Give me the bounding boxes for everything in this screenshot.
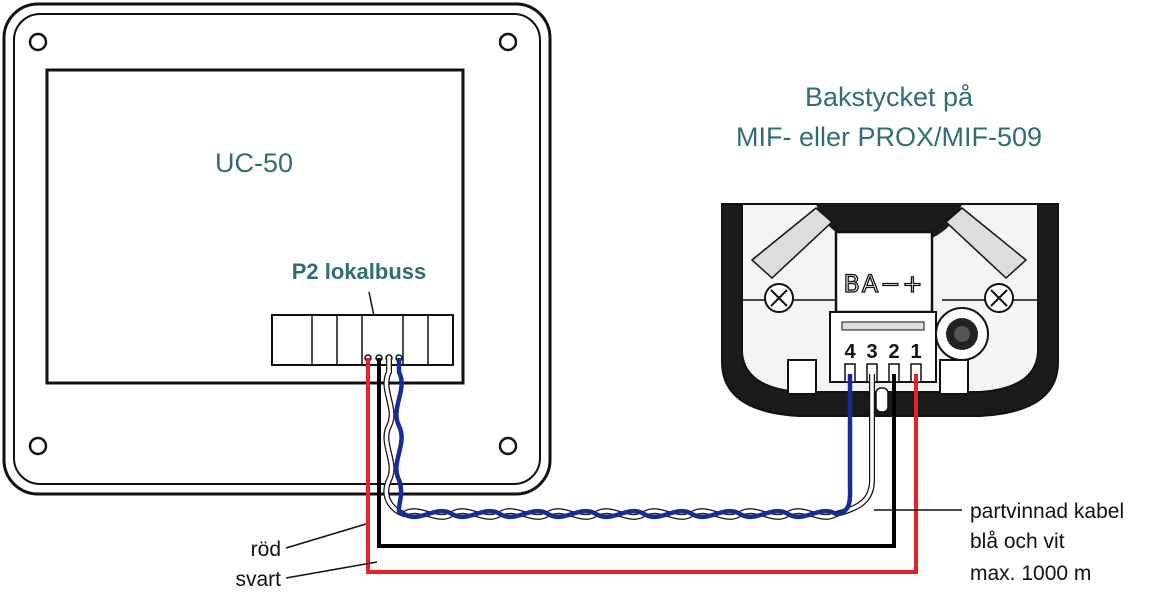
cable-note-line1: partvinnad kabel: [970, 500, 1124, 523]
cable-note-line3: max. 1000 m: [970, 562, 1091, 585]
mif-title-line2: MIF- eller PROX/MIF-509: [736, 122, 1042, 152]
wire-red: [366, 358, 918, 574]
wire-blue: [394, 358, 853, 520]
terminal-block: BA−+: [829, 230, 937, 383]
uc50-inner-frame: [13, 13, 541, 485]
mif-back-piece: Bakstycket på MIF- eller PROX/MIF-509: [721, 82, 1059, 417]
wire-black: [377, 358, 896, 548]
mif-brace-left: [750, 207, 834, 280]
mount-screw-icon: [984, 283, 1014, 313]
mif-round-boss: [935, 307, 989, 361]
wiring: [366, 358, 918, 574]
pin-number: 3: [866, 341, 877, 363]
label-red-wire: röd: [251, 538, 281, 561]
annotations: röd svart partvinnad kabel blå och vit m…: [235, 500, 1124, 591]
mif-brace-right: [944, 207, 1028, 280]
p2-connector-label: P2 lokalbuss: [292, 259, 427, 284]
screw-hole-icon: [498, 436, 518, 456]
uc50-device: UC-50 P2 lokalbuss: [2, 2, 552, 496]
mount-screw-icon: [764, 283, 794, 313]
pin-number: 4: [844, 341, 856, 363]
cable-note-line2: blå och vit: [970, 530, 1065, 553]
mif-title-line1: Bakstycket på: [805, 82, 974, 112]
screw-hole-icon: [28, 32, 48, 52]
p2-connector: [271, 314, 454, 366]
pin-number: 1: [910, 341, 921, 363]
screw-hole-icon: [28, 436, 48, 456]
pin-number: 2: [888, 341, 899, 363]
terminal-block-label: BA−+: [843, 270, 924, 298]
uc50-device-name: UC-50: [215, 148, 293, 178]
screw-hole-icon: [498, 32, 518, 52]
label-black-wire: svart: [235, 568, 281, 591]
